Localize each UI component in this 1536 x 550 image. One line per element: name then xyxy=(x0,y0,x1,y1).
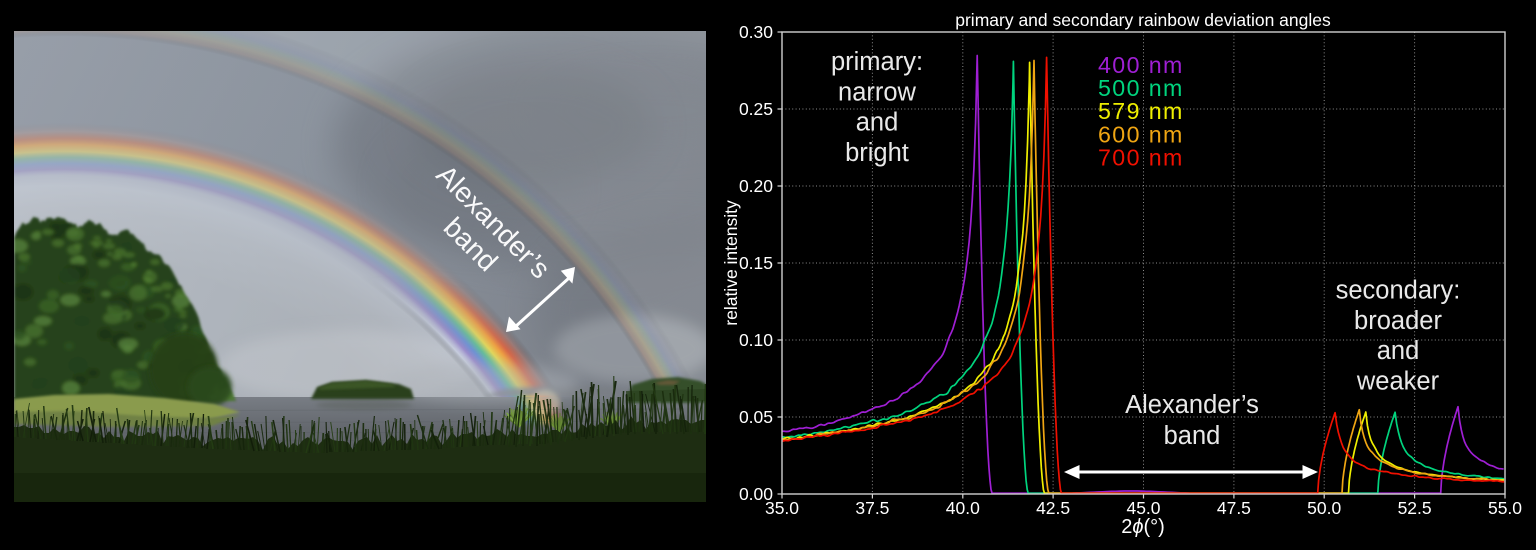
svg-text:579 nm: 579 nm xyxy=(1098,98,1184,124)
svg-text:700 nm: 700 nm xyxy=(1098,144,1184,170)
svg-text:weaker: weaker xyxy=(1356,367,1440,395)
svg-text:42.5: 42.5 xyxy=(1036,498,1070,518)
svg-text:50.0: 50.0 xyxy=(1307,498,1341,518)
svg-text:0.25: 0.25 xyxy=(739,99,773,119)
svg-text:primary:: primary: xyxy=(831,48,923,76)
svg-text:and: and xyxy=(1377,337,1420,365)
svg-text:40.0: 40.0 xyxy=(946,498,980,518)
svg-text:and: and xyxy=(856,109,899,137)
svg-text:0.15: 0.15 xyxy=(739,253,773,273)
svg-text:0.00: 0.00 xyxy=(739,484,773,504)
svg-text:bright: bright xyxy=(845,139,909,167)
svg-text:Alexander’s: Alexander’s xyxy=(1125,391,1259,419)
svg-text:47.5: 47.5 xyxy=(1217,498,1251,518)
svg-text:0.20: 0.20 xyxy=(739,176,773,196)
svg-text:600 nm: 600 nm xyxy=(1098,121,1184,147)
svg-text:0.10: 0.10 xyxy=(739,330,773,350)
svg-text:band: band xyxy=(1164,422,1221,450)
svg-text:52.5: 52.5 xyxy=(1398,498,1432,518)
svg-text:37.5: 37.5 xyxy=(855,498,889,518)
svg-text:35.0: 35.0 xyxy=(765,498,799,518)
svg-text:55.0: 55.0 xyxy=(1488,498,1522,518)
svg-text:secondary:: secondary: xyxy=(1336,277,1461,305)
svg-text:400 nm: 400 nm xyxy=(1098,52,1184,78)
svg-text:0.05: 0.05 xyxy=(739,407,773,427)
svg-text:500 nm: 500 nm xyxy=(1098,75,1184,101)
svg-text:primary and secondary rainbow: primary and secondary rainbow deviation … xyxy=(955,10,1331,30)
svg-text:2ϕ(°): 2ϕ(°) xyxy=(1121,516,1165,538)
svg-text:0.30: 0.30 xyxy=(739,22,773,42)
svg-text:45.0: 45.0 xyxy=(1126,498,1160,518)
svg-text:relative intensity: relative intensity xyxy=(721,200,741,326)
svg-text:narrow: narrow xyxy=(838,78,917,106)
svg-text:broader: broader xyxy=(1354,307,1442,335)
